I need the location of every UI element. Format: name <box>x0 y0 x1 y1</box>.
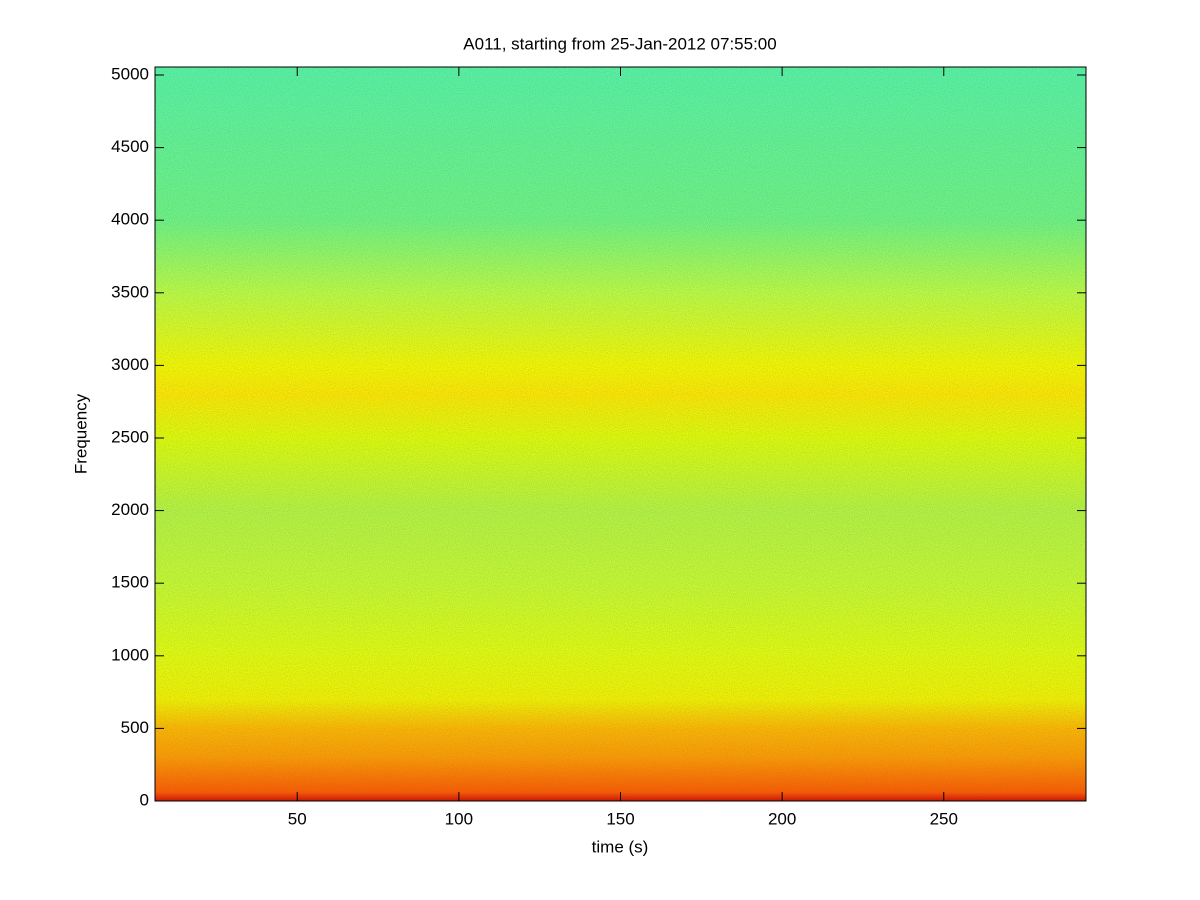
y-tick-label: 3000 <box>111 355 149 374</box>
x-tick-label: 150 <box>606 809 634 828</box>
y-axis-label: Frequency <box>71 393 90 474</box>
spectrogram-noise <box>155 67 1086 801</box>
y-tick-label: 4500 <box>111 137 149 156</box>
x-axis-label: time (s) <box>592 837 649 856</box>
x-tick-label: 50 <box>288 809 307 828</box>
y-tick-label: 1000 <box>111 645 149 664</box>
y-tick-label: 5000 <box>111 64 149 83</box>
y-tick-label: 2500 <box>111 427 149 446</box>
y-tick-label: 500 <box>121 718 149 737</box>
x-tick-label: 200 <box>768 809 796 828</box>
y-tick-label: 1500 <box>111 573 149 592</box>
y-tick-label: 2000 <box>111 500 149 519</box>
x-tick-label: 250 <box>930 809 958 828</box>
y-tick-label: 3500 <box>111 282 149 301</box>
x-tick-label: 100 <box>445 809 473 828</box>
y-tick-label: 4000 <box>111 210 149 229</box>
chart-title: A011, starting from 25-Jan-2012 07:55:00 <box>463 34 776 53</box>
y-tick-label: 0 <box>140 790 149 809</box>
